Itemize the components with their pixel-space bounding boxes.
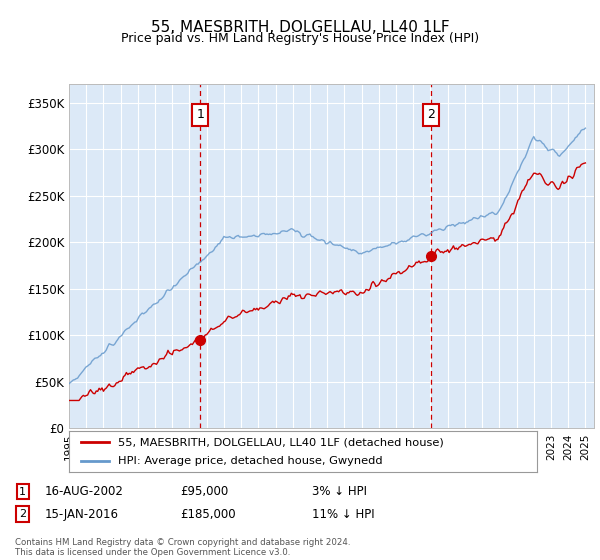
Text: 1: 1 [196,109,204,122]
Text: 2: 2 [19,509,26,519]
Text: 16-AUG-2002: 16-AUG-2002 [45,485,124,498]
Text: 3% ↓ HPI: 3% ↓ HPI [312,485,367,498]
Text: 1: 1 [19,487,26,497]
Text: 11% ↓ HPI: 11% ↓ HPI [312,507,374,521]
Text: Price paid vs. HM Land Registry's House Price Index (HPI): Price paid vs. HM Land Registry's House … [121,32,479,45]
Text: £95,000: £95,000 [180,485,228,498]
Text: HPI: Average price, detached house, Gwynedd: HPI: Average price, detached house, Gwyn… [118,456,383,465]
Text: £185,000: £185,000 [180,507,236,521]
Text: 55, MAESBRITH, DOLGELLAU, LL40 1LF (detached house): 55, MAESBRITH, DOLGELLAU, LL40 1LF (deta… [118,437,444,447]
Text: 2: 2 [427,109,435,122]
Text: Contains HM Land Registry data © Crown copyright and database right 2024.
This d: Contains HM Land Registry data © Crown c… [15,538,350,557]
Text: 15-JAN-2016: 15-JAN-2016 [45,507,119,521]
Text: 55, MAESBRITH, DOLGELLAU, LL40 1LF: 55, MAESBRITH, DOLGELLAU, LL40 1LF [151,20,449,35]
